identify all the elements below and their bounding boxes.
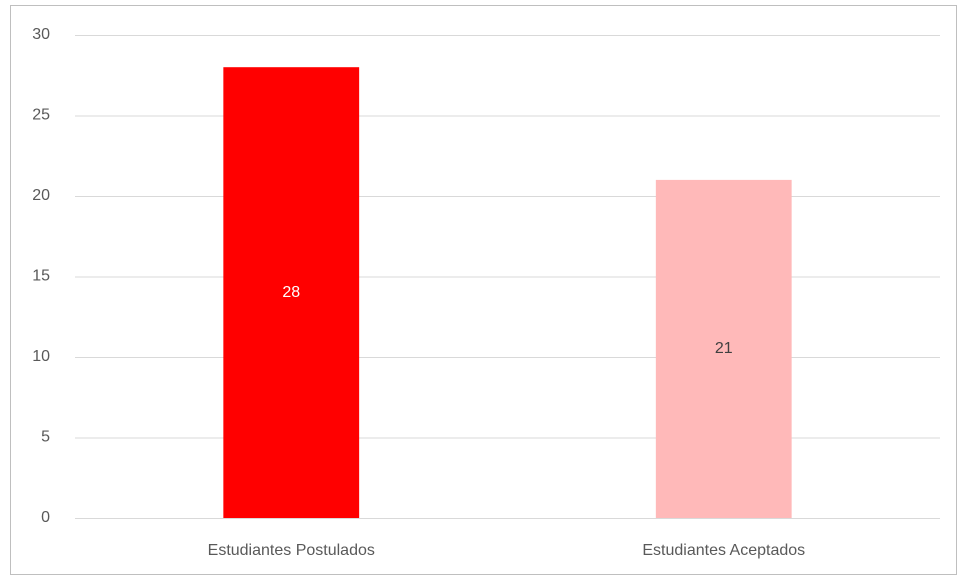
- bar: [655, 179, 792, 518]
- y-tick-label: 20: [32, 187, 50, 204]
- y-tick-label: 25: [32, 107, 50, 124]
- chart-border: [10, 5, 957, 575]
- bar: [223, 67, 360, 518]
- y-tick-label: 0: [41, 509, 50, 526]
- data-label: 28: [282, 284, 300, 301]
- y-tick-label: 10: [32, 348, 50, 365]
- data-label: 21: [715, 340, 733, 357]
- x-tick-label: Estudiantes Aceptados: [642, 542, 805, 559]
- x-tick-label: Estudiantes Postulados: [208, 542, 375, 559]
- y-tick-label: 15: [32, 268, 50, 285]
- y-tick-label: 5: [41, 429, 50, 446]
- y-tick-label: 30: [32, 26, 50, 43]
